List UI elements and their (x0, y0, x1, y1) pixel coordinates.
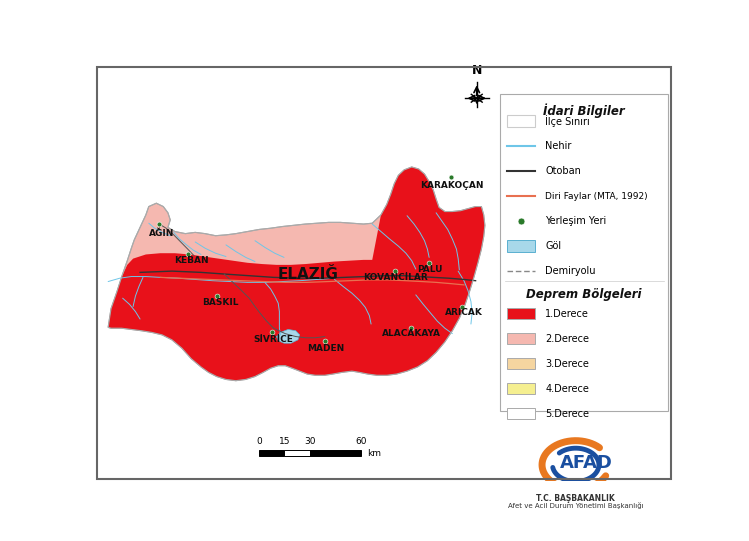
Text: 60: 60 (355, 437, 366, 446)
Bar (507, 383, 535, 394)
Text: AĞIN: AĞIN (149, 229, 175, 238)
Text: 5.Derece: 5.Derece (545, 408, 589, 419)
Text: Deprem Bölgeleri: Deprem Bölgeleri (527, 288, 642, 301)
Text: 4.Derece: 4.Derece (545, 384, 589, 394)
Text: BASKIL: BASKIL (202, 298, 238, 307)
Polygon shape (108, 167, 485, 381)
Text: Demiryolu: Demiryolu (545, 266, 595, 276)
Text: 3.Derece: 3.Derece (545, 359, 589, 368)
Text: 1.Derece: 1.Derece (545, 308, 589, 319)
Text: İdari Bilgiler: İdari Bilgiler (543, 103, 625, 118)
Text: SİVRİCE: SİVRİCE (254, 335, 294, 345)
Text: ALACAKAYA: ALACAKAYA (382, 329, 441, 338)
Text: Göl: Göl (545, 241, 561, 251)
Text: Yerleşim Yeri: Yerleşim Yeri (545, 216, 607, 226)
Text: KOVANCİLAR: KOVANCİLAR (363, 273, 428, 282)
Polygon shape (276, 329, 300, 343)
Text: 2.Derece: 2.Derece (545, 334, 589, 344)
Bar (507, 240, 535, 252)
Text: ELAZIĞ: ELAZIĞ (278, 267, 339, 281)
Bar (507, 333, 535, 345)
Text: 30: 30 (304, 437, 315, 446)
Text: İlçe Sınırı: İlçe Sınırı (545, 115, 590, 127)
Text: km: km (368, 448, 381, 458)
Text: KEBAN: KEBAN (174, 256, 208, 265)
Text: ARICAK: ARICAK (445, 308, 483, 317)
Bar (285, 450, 310, 457)
Bar (507, 115, 535, 127)
Bar (259, 450, 285, 457)
Text: T.C. BAŞBAKANLIK: T.C. BAŞBAKANLIK (536, 493, 615, 503)
Text: Afet ve Acil Durum Yönetimi Başkanlığı: Afet ve Acil Durum Yönetimi Başkanlığı (508, 502, 643, 509)
Text: KARAKOÇAN: KARAKOÇAN (421, 181, 484, 190)
Text: Nehir: Nehir (545, 141, 571, 151)
Text: MADEN: MADEN (307, 344, 345, 353)
Text: N: N (472, 64, 482, 77)
Text: AFAD: AFAD (560, 454, 613, 472)
Text: 15: 15 (279, 437, 290, 446)
Text: Otoban: Otoban (545, 166, 581, 176)
Text: 0: 0 (256, 437, 262, 446)
Text: PALU: PALU (417, 265, 443, 274)
Bar (507, 408, 535, 419)
Bar (507, 358, 535, 370)
Bar (310, 450, 360, 457)
Text: Diri Faylar (MTA, 1992): Diri Faylar (MTA, 1992) (545, 192, 648, 201)
Bar (500, 94, 668, 411)
Polygon shape (108, 167, 485, 381)
Bar (507, 308, 535, 319)
